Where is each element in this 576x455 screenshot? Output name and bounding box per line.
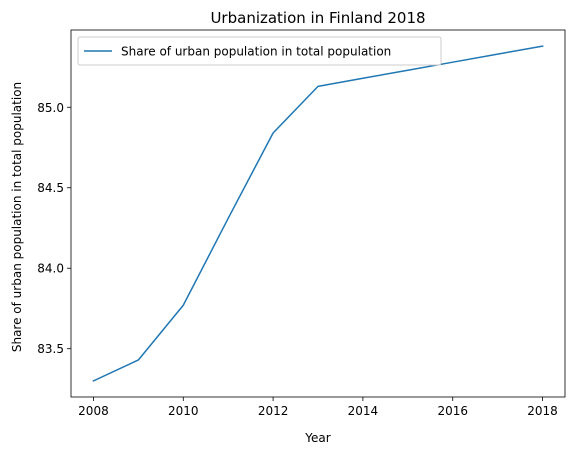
- x-tick-label: 2010: [168, 404, 199, 418]
- x-tick-label: 2014: [348, 404, 379, 418]
- plot-layer: 2008 2010 2012 2014 2016 2018 83.5 84.0 84.5 85.0: [37, 45, 558, 418]
- series-line: [92, 45, 544, 382]
- legend: Share of urban population in total popul…: [77, 36, 442, 66]
- y-tick-label: 84.0: [37, 262, 64, 276]
- x-tick-label: 2016: [437, 404, 468, 418]
- x-tick-label: 2012: [258, 404, 289, 418]
- y-tick-label: 84.5: [37, 181, 64, 195]
- legend-box: [77, 36, 442, 66]
- legend-label: Share of urban population in total popul…: [121, 45, 391, 59]
- y-tick-label: 83.5: [37, 342, 64, 356]
- x-tick-label: 2008: [78, 404, 109, 418]
- y-axis-label: Share of urban population in total popul…: [10, 82, 24, 352]
- y-tick-label: 85.0: [37, 101, 64, 115]
- chart-title: Urbanization in Finland 2018: [210, 9, 425, 27]
- x-tick-label: 2018: [527, 404, 558, 418]
- x-axis-label: Year: [304, 431, 330, 445]
- plot-area: [71, 30, 565, 397]
- plot-frame: [70, 29, 566, 398]
